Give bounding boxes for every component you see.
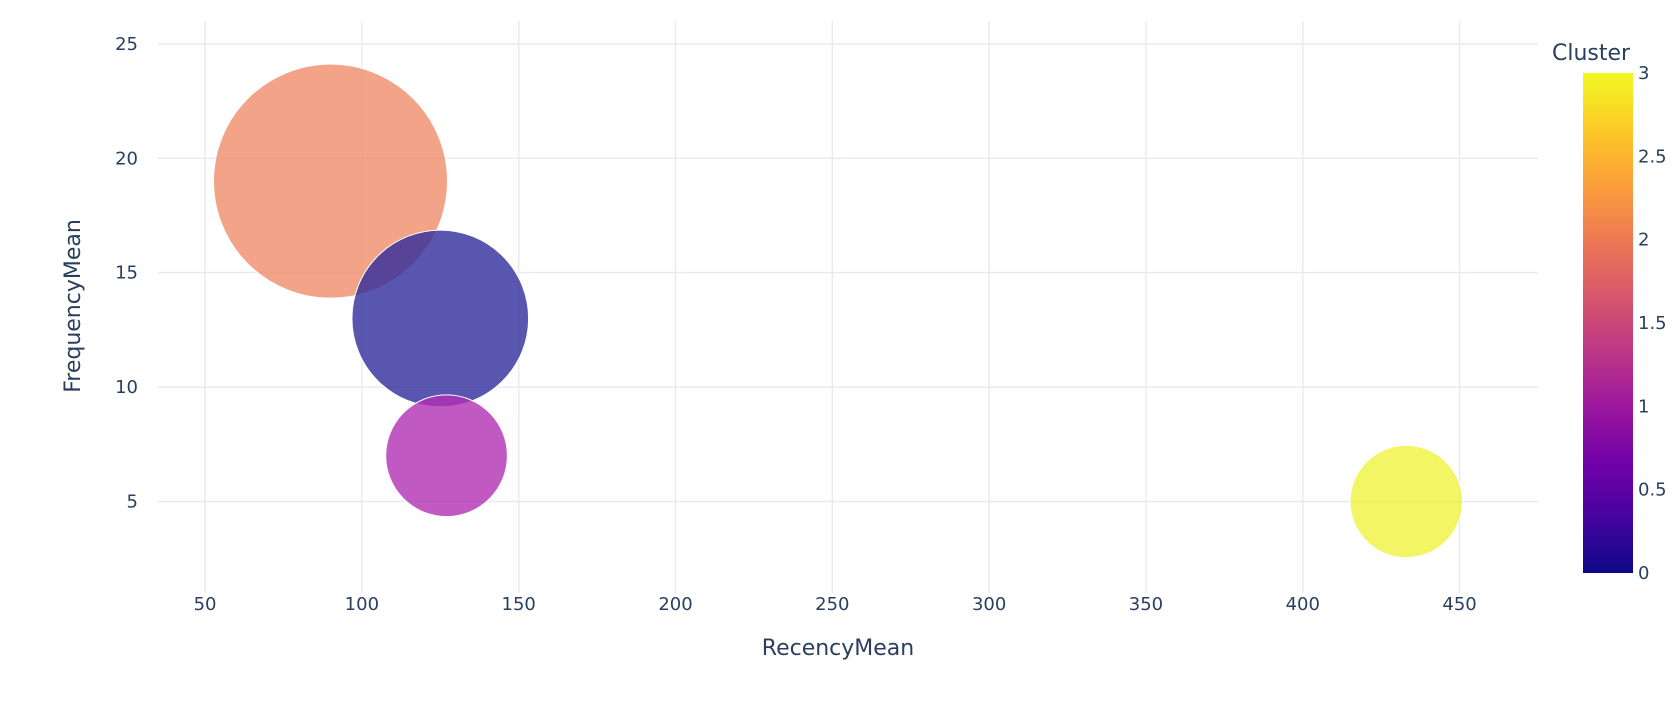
x-tick-label: 50 bbox=[194, 594, 217, 615]
colorbar-tick-label: 2.5 bbox=[1638, 146, 1667, 167]
x-tick-labels: 50 100 150 200 250 300 350 400 450 bbox=[194, 594, 1477, 615]
x-tick-label: 100 bbox=[345, 594, 379, 615]
colorbar-title: Cluster bbox=[1552, 41, 1631, 66]
bubbles bbox=[213, 63, 1463, 559]
colorbar-tick-label: 2 bbox=[1638, 230, 1649, 251]
colorbar-tick-label: 1 bbox=[1638, 396, 1649, 417]
x-tick-label: 150 bbox=[502, 594, 536, 615]
y-tick-label: 15 bbox=[115, 263, 138, 284]
y-tick-label: 10 bbox=[115, 377, 138, 398]
colorbar-tick-label: 0 bbox=[1638, 563, 1649, 584]
colorbar-tick-label: 0.5 bbox=[1638, 480, 1667, 501]
bubble-cluster-2[interactable] bbox=[213, 63, 448, 299]
colorbar-tick-label: 3 bbox=[1638, 63, 1649, 84]
x-tick-label: 250 bbox=[815, 594, 849, 615]
x-tick-label: 450 bbox=[1442, 594, 1476, 615]
x-tick-label: 350 bbox=[1129, 594, 1163, 615]
colorbar-tick-labels: 0 0.5 1 1.5 2 2.5 3 bbox=[1638, 63, 1667, 584]
colorbar: Cluster 0 0.5 1 1.5 2 2.5 3 bbox=[1552, 41, 1667, 584]
x-tick-label: 200 bbox=[658, 594, 692, 615]
y-tick-label: 20 bbox=[115, 148, 138, 169]
y-tick-labels: 5 10 15 20 25 bbox=[115, 34, 138, 513]
bubble-cluster-3[interactable] bbox=[1349, 444, 1463, 559]
x-tick-label: 300 bbox=[972, 594, 1006, 615]
colorbar-gradient bbox=[1583, 73, 1633, 573]
x-axis-title: RecencyMean bbox=[762, 636, 914, 661]
x-tick-label: 400 bbox=[1286, 594, 1320, 615]
y-tick-label: 5 bbox=[127, 491, 138, 512]
bubble-cluster-0[interactable] bbox=[351, 229, 530, 408]
y-tick-label: 25 bbox=[115, 34, 138, 55]
colorbar-tick-label: 1.5 bbox=[1638, 313, 1667, 334]
y-axis-title: FrequencyMean bbox=[61, 219, 86, 393]
bubble-cluster-1[interactable] bbox=[385, 394, 508, 518]
